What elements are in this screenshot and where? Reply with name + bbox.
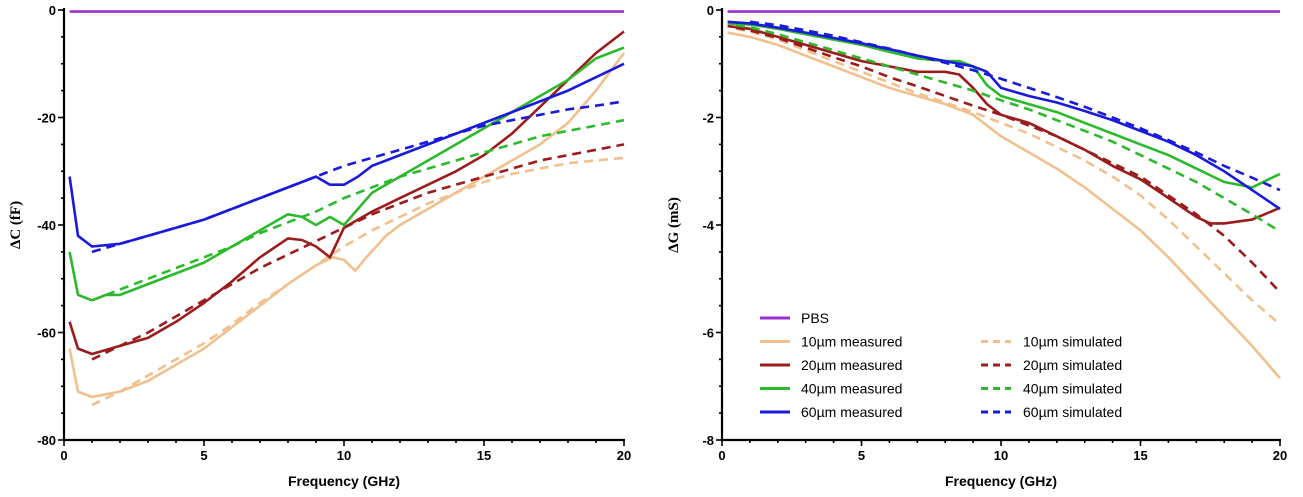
series-10um-simulated	[735, 27, 1281, 326]
y-tick-label: -8	[702, 433, 714, 448]
y-tick-label: -2	[702, 111, 714, 126]
series-40um-simulated	[735, 23, 1281, 233]
legend-label-40um-simulated: 40µm simulated	[1023, 381, 1122, 397]
legend-label-40um-measured: 40µm measured	[801, 381, 902, 397]
legend-label-60um-simulated: 60µm simulated	[1023, 404, 1122, 420]
x-axis-label: Frequency (GHz)	[288, 473, 400, 489]
series-10um-measured	[727, 31, 1281, 380]
x-tick-label: 0	[718, 448, 725, 463]
y-tick-label: -40	[37, 218, 56, 233]
y-tick-label: -20	[37, 111, 56, 126]
x-tick-label: 5	[858, 448, 865, 463]
series-20um-measured	[68, 30, 625, 356]
chart-conductance: 0 5 10 15 20 0 -2 -4 -6 -8 Frequency (GHz) ΔG (mS) P…	[666, 3, 1287, 489]
legend-label-20um-simulated: 20µm simulated	[1023, 357, 1122, 373]
x-tick-label: 0	[60, 448, 67, 463]
legend-label-10um-simulated: 10µm simulated	[1023, 334, 1122, 350]
series-20um-simulated	[735, 26, 1281, 294]
series-40um-simulated	[91, 118, 625, 302]
y-tick-label: -60	[37, 326, 56, 341]
y-tick-label: -80	[37, 433, 56, 448]
series-60um-simulated	[749, 20, 1281, 192]
x-tick-label: 15	[477, 448, 491, 463]
y-tick-label: 0	[49, 3, 56, 18]
y-tick-label: -6	[702, 326, 714, 341]
x-tick-label: 15	[1133, 448, 1147, 463]
series-40um-measured	[727, 22, 1281, 189]
chart-capacitance: 0 5 10 15 20 0 -20 -40 -60 -80 Frequency (GHz) ΔC (…	[8, 3, 631, 489]
x-tick-label: 10	[994, 448, 1008, 463]
series-60um-simulated	[91, 100, 625, 254]
y-axis-label: ΔG (mS)	[666, 197, 682, 253]
legend: PBS 10µm measured 10µm simulated 20µm measu…	[760, 310, 1122, 420]
legend-label-20um-measured: 20µm measured	[801, 357, 902, 373]
x-tick-label: 10	[337, 448, 351, 463]
series-20um-simulated	[91, 143, 625, 361]
legend-label-pbs: PBS	[801, 310, 829, 326]
series-60um-measured	[68, 62, 625, 248]
y-tick-label: -4	[702, 218, 714, 233]
x-tick-label: 20	[617, 448, 631, 463]
legend-label-60um-measured: 60µm measured	[801, 404, 902, 420]
x-axis-label: Frequency (GHz)	[945, 473, 1057, 489]
legend-label-10um-measured: 10µm measured	[801, 334, 902, 350]
series-60um-measured	[727, 20, 1281, 210]
x-tick-label: 20	[1273, 448, 1287, 463]
y-tick-label: 0	[707, 3, 714, 18]
series-20um-measured	[727, 24, 1281, 225]
x-tick-label: 5	[200, 448, 207, 463]
y-axis-label: ΔC (fF)	[8, 201, 24, 249]
